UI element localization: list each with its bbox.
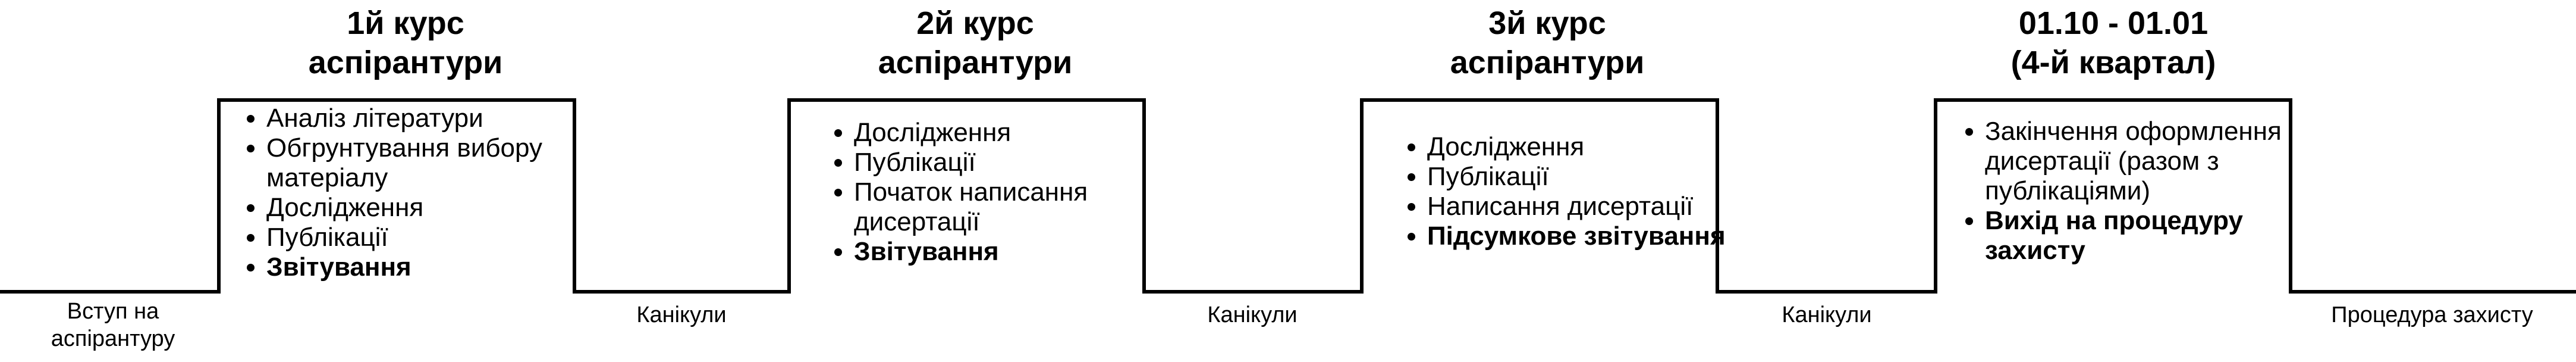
task-item: Публікації	[1427, 162, 1752, 192]
year-2-task-list: Дослідження Публікації Початок написання…	[819, 118, 1163, 267]
task-item-bold: Підсумкове звітування	[1427, 221, 1752, 251]
task-item: Публікації	[266, 223, 596, 252]
quarter-4-task-list: Закінчення оформлення дисертації (разом …	[1950, 117, 2318, 266]
task-item: Закінчення оформлення дисертації (разом …	[1985, 117, 2318, 206]
phase-label-defense: Процедура захисту	[2331, 302, 2533, 327]
year-3-task-list: Дослідження Публікації Написання дисерта…	[1393, 132, 1752, 251]
task-item-bold: Звітування	[854, 237, 1163, 267]
task-item: Дослідження	[854, 118, 1163, 148]
task-item: Дослідження	[266, 193, 596, 223]
task-item-bold: Вихід на процедуру захисту	[1985, 206, 2318, 266]
quarter-4-title: 01.10 - 01.01 (4-й квартал)	[2010, 5, 2216, 80]
year-2-title: 2й курс аспірантури	[878, 5, 1073, 80]
phase-label-break: Канікули	[1782, 302, 1872, 327]
task-item: Публікації	[854, 148, 1163, 177]
task-item-bold: Звітування	[266, 252, 596, 282]
phase-label-break: Канікули	[1207, 302, 1298, 327]
task-item: Обгрунтування вибору матеріалу	[266, 133, 596, 193]
task-item: Початок написання дисертації	[854, 177, 1163, 237]
year-3-title: 3й курс аспірантури	[1450, 5, 1645, 80]
year-1-task-list: Аналіз літератури Обгрунтування вибору м…	[232, 104, 596, 282]
phase-label-break: Канікули	[636, 302, 727, 327]
phase-label-start: Вступ на аспірантуру	[51, 299, 175, 351]
task-item: Дослідження	[1427, 132, 1752, 162]
task-item: Аналіз літератури	[266, 104, 596, 133]
task-item: Написання дисертації	[1427, 192, 1752, 221]
year-1-title: 1й курс аспірантури	[308, 5, 503, 80]
